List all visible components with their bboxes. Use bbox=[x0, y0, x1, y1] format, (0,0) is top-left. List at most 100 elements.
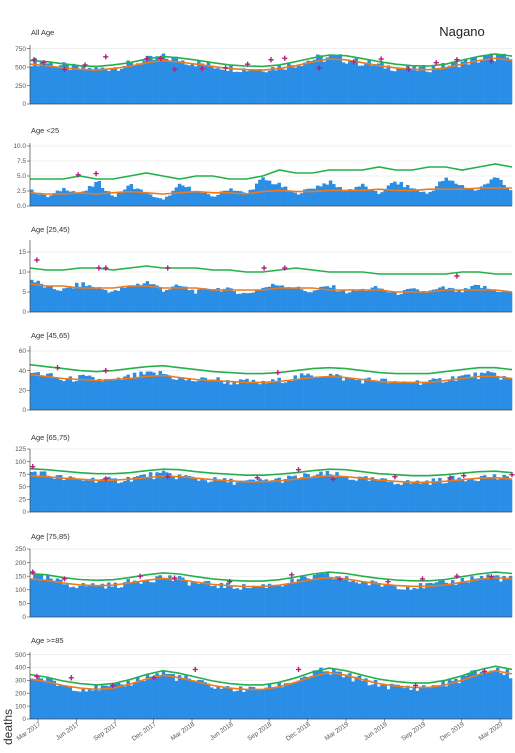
observed-bar bbox=[91, 70, 95, 104]
observed-bar bbox=[55, 685, 60, 719]
observed-bar bbox=[74, 65, 79, 104]
observed-bar bbox=[65, 287, 69, 312]
observed-bar bbox=[405, 65, 410, 104]
y-tick-label: 100 bbox=[15, 587, 26, 594]
y-tick-label: 7.5 bbox=[17, 158, 26, 165]
observed-bar bbox=[161, 53, 166, 104]
observed-bar bbox=[351, 62, 355, 104]
observed-bar bbox=[65, 190, 69, 206]
observed-bar bbox=[238, 191, 243, 206]
observed-bar bbox=[91, 286, 95, 312]
observed-bar bbox=[222, 69, 227, 104]
excess-marker bbox=[447, 475, 453, 481]
observed-bar bbox=[274, 285, 278, 312]
observed-bar bbox=[97, 690, 101, 719]
observed-bar bbox=[84, 480, 89, 512]
observed-bar bbox=[290, 682, 294, 719]
observed-bar bbox=[290, 65, 294, 104]
observed-bar bbox=[328, 180, 333, 206]
observed-bar bbox=[309, 375, 314, 410]
observed-bar bbox=[402, 688, 407, 719]
excess-marker bbox=[461, 473, 467, 479]
observed-bar bbox=[467, 188, 471, 206]
y-tick-label: 5 bbox=[22, 289, 26, 296]
observed-bar bbox=[68, 191, 73, 206]
observed-bar bbox=[463, 675, 468, 719]
observed-bar bbox=[341, 62, 346, 104]
excess-marker bbox=[282, 55, 288, 61]
threshold-line bbox=[29, 467, 513, 477]
observed-bar bbox=[322, 376, 326, 410]
excess-marker bbox=[61, 576, 68, 582]
observed-bar bbox=[30, 578, 34, 617]
observed-bar bbox=[393, 484, 397, 512]
observed-bar bbox=[434, 685, 439, 719]
observed-bar bbox=[155, 673, 159, 719]
excess-marker bbox=[316, 65, 322, 71]
observed-bar bbox=[238, 589, 243, 617]
observed-bar bbox=[206, 194, 211, 206]
observed-bar bbox=[145, 673, 150, 719]
observed-bar bbox=[457, 477, 461, 512]
excess-marker bbox=[261, 265, 267, 271]
observed-bar bbox=[136, 677, 140, 719]
observed-bar bbox=[119, 379, 124, 410]
observed-bar bbox=[338, 54, 342, 104]
observed-bar bbox=[389, 183, 394, 206]
observed-bar bbox=[415, 289, 420, 312]
observed-bar bbox=[325, 470, 330, 512]
observed-bar bbox=[97, 68, 101, 104]
observed-bar bbox=[46, 676, 50, 719]
excess-marker bbox=[96, 265, 102, 271]
observed-bar bbox=[450, 475, 455, 512]
observed-bar bbox=[460, 675, 465, 719]
observed-bar bbox=[110, 478, 114, 512]
threshold-line bbox=[29, 665, 513, 686]
observed-bar bbox=[161, 578, 166, 617]
observed-bar bbox=[431, 478, 436, 512]
observed-bar bbox=[438, 477, 442, 512]
observed-bar bbox=[460, 61, 465, 104]
observed-bar bbox=[457, 582, 461, 617]
observed-bar bbox=[193, 293, 198, 312]
observed-bar bbox=[52, 193, 56, 206]
observed-bar bbox=[479, 59, 484, 104]
observed-bar bbox=[383, 478, 387, 512]
observed-bar bbox=[177, 576, 182, 617]
observed-bar bbox=[206, 580, 211, 617]
observed-bar bbox=[209, 196, 214, 206]
observed-bar bbox=[107, 476, 111, 512]
observed-bar bbox=[261, 380, 265, 410]
observed-bar bbox=[97, 480, 101, 512]
observed-bar bbox=[425, 292, 429, 312]
observed-bar bbox=[454, 584, 458, 617]
observed-bar bbox=[248, 479, 253, 512]
observed-bar bbox=[322, 573, 326, 617]
observed-bar bbox=[299, 373, 304, 410]
observed-bar bbox=[129, 481, 134, 512]
observed-bar bbox=[113, 379, 118, 410]
observed-bar bbox=[126, 476, 130, 512]
observed-bar bbox=[335, 187, 339, 206]
observed-bar bbox=[97, 379, 101, 410]
observed-bar bbox=[274, 381, 278, 410]
observed-bar bbox=[508, 292, 513, 312]
threshold-line bbox=[29, 571, 513, 582]
observed-bar bbox=[364, 186, 368, 206]
observed-bar bbox=[325, 572, 330, 617]
observed-bar bbox=[235, 384, 240, 410]
observed-bar bbox=[274, 478, 278, 512]
observed-bar bbox=[36, 194, 40, 206]
observed-bar bbox=[184, 675, 188, 719]
observed-bar bbox=[222, 190, 227, 206]
observed-bar bbox=[39, 678, 44, 719]
observed-bar bbox=[261, 584, 265, 617]
observed-bar bbox=[49, 195, 53, 206]
observed-bar bbox=[370, 189, 375, 206]
observed-bar bbox=[200, 288, 204, 312]
observed-bar bbox=[393, 381, 397, 410]
observed-bar bbox=[463, 288, 468, 312]
observed-bar bbox=[425, 583, 429, 617]
observed-bar bbox=[271, 585, 275, 617]
